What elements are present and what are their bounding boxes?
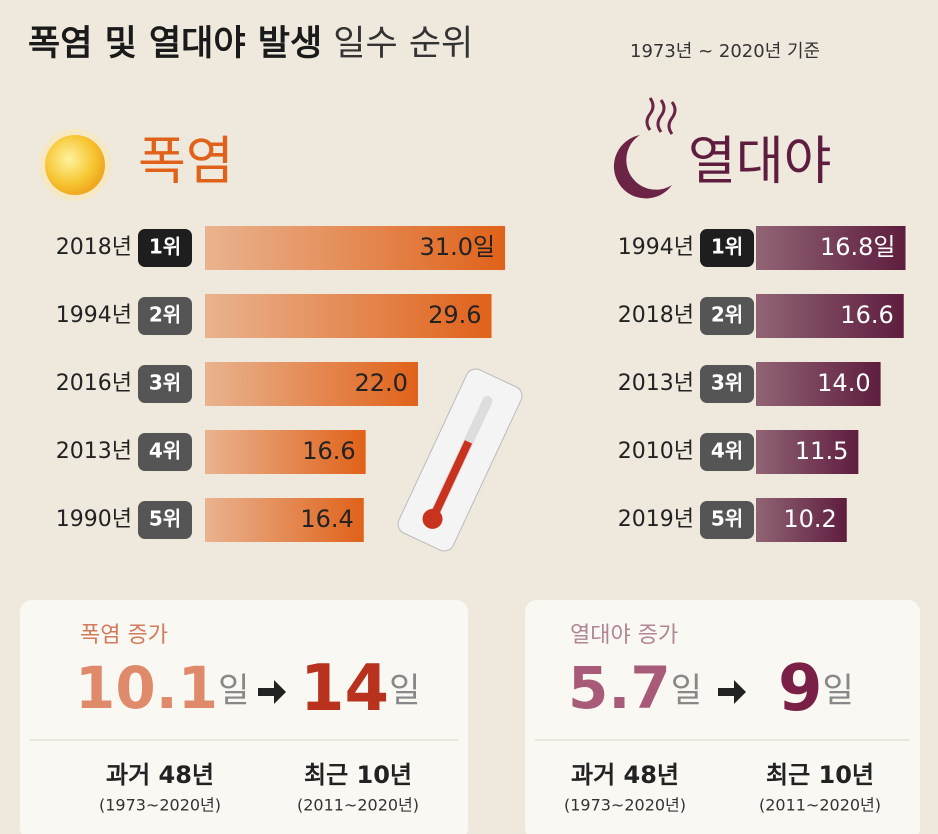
bar: [756, 430, 859, 474]
arrow: [258, 680, 286, 704]
value-label: 31.0일: [420, 233, 496, 261]
thermo-bulb: [422, 508, 443, 529]
thermometer: [397, 368, 523, 552]
value-label: 16.6: [840, 301, 893, 329]
summary-to: 9일: [778, 652, 854, 726]
from-unit: 일: [218, 671, 249, 711]
category-label: 2013년: [618, 371, 694, 396]
chart-title: 폭염: [138, 132, 234, 192]
value-label: 16.4: [300, 505, 353, 533]
rank-label: 3위: [149, 371, 181, 395]
bar: [756, 294, 904, 338]
past-period: (1973~2020년): [564, 796, 686, 815]
rank-label: 5위: [711, 507, 743, 531]
rank-label: 3위: [711, 371, 743, 395]
bar: [205, 362, 418, 406]
bar: [205, 498, 364, 542]
to-value: 9: [778, 652, 823, 726]
past-label: 과거 48년: [106, 761, 214, 789]
value-label: 10.2: [783, 505, 836, 533]
bar: [756, 362, 881, 406]
to-value: 14: [300, 652, 389, 726]
value-label: 11.5: [795, 437, 848, 465]
title-light: 일수 순위: [333, 24, 473, 64]
recent-period: (2011~2020년): [759, 796, 881, 815]
summary-box: [20, 600, 468, 834]
recent-label: 최근 10년: [766, 761, 874, 789]
chart-title: 열대야: [688, 132, 832, 192]
rank-label: 2위: [149, 303, 181, 327]
to-unit: 일: [389, 671, 420, 711]
category-label: 2018년: [56, 235, 132, 260]
summary-from: 5.7일: [568, 654, 702, 722]
category-label: 2013년: [56, 439, 132, 464]
rank-label: 1위: [149, 235, 181, 259]
past-label: 과거 48년: [571, 761, 679, 789]
from-value: 5.7: [568, 654, 671, 722]
category-label: 1994년: [618, 235, 694, 260]
from-unit: 일: [671, 671, 702, 711]
summary-to: 14일: [300, 652, 420, 726]
rank-label: 5위: [149, 507, 181, 531]
category-label: 2010년: [618, 439, 694, 464]
from-value: 10.1: [75, 654, 218, 722]
recent-label: 최근 10년: [304, 761, 412, 789]
rank-badge: [700, 365, 754, 403]
bar: [756, 226, 906, 270]
bar: [205, 226, 506, 270]
title-bold: 폭염 및 열대야 발생: [28, 24, 322, 64]
summary-title: 폭염 증가: [80, 623, 168, 648]
rank-badge: [700, 229, 754, 267]
bar: [756, 498, 847, 542]
value-label: 14.0: [817, 369, 870, 397]
rank-label: 4위: [149, 439, 181, 463]
rank-label: 2위: [711, 303, 743, 327]
rank-badge: [138, 229, 192, 267]
sun-icon: [45, 135, 105, 195]
rank-badge: [138, 297, 192, 335]
recent-period: (2011~2020년): [297, 796, 419, 815]
period: 1973년 ~ 2020년 기준: [630, 41, 820, 62]
moon: [613, 135, 672, 199]
value-label: 29.6: [428, 301, 481, 329]
value-label: 22.0: [355, 369, 408, 397]
rank-badge: [700, 433, 754, 471]
rank-label: 1위: [711, 235, 743, 259]
arrow: [718, 680, 746, 704]
summary-from: 10.1일: [75, 654, 249, 722]
rank-badge: [138, 501, 192, 539]
moon-icon: [613, 97, 677, 199]
past-period: (1973~2020년): [99, 796, 221, 815]
bar: [205, 430, 366, 474]
rank-badge: [138, 433, 192, 471]
category-label: 2018년: [618, 303, 694, 328]
value-label: 16.8일: [820, 233, 896, 261]
rank-label: 4위: [711, 439, 743, 463]
rank-badge: [700, 501, 754, 539]
category-label: 2016년: [56, 371, 132, 396]
thermo-mercury: [431, 440, 473, 517]
bar: [205, 294, 492, 338]
category-label: 1990년: [56, 507, 132, 532]
header-title: 폭염 및 열대야 발생 일수 순위: [28, 24, 473, 64]
summary-box: [525, 600, 920, 834]
category-label: 1994년: [56, 303, 132, 328]
rank-badge: [700, 297, 754, 335]
rank-badge: [138, 365, 192, 403]
to-unit: 일: [823, 671, 854, 711]
value-label: 16.6: [302, 437, 355, 465]
steam: [645, 97, 677, 135]
summary-title: 열대야 증가: [570, 623, 678, 648]
category-label: 2019년: [618, 507, 694, 532]
